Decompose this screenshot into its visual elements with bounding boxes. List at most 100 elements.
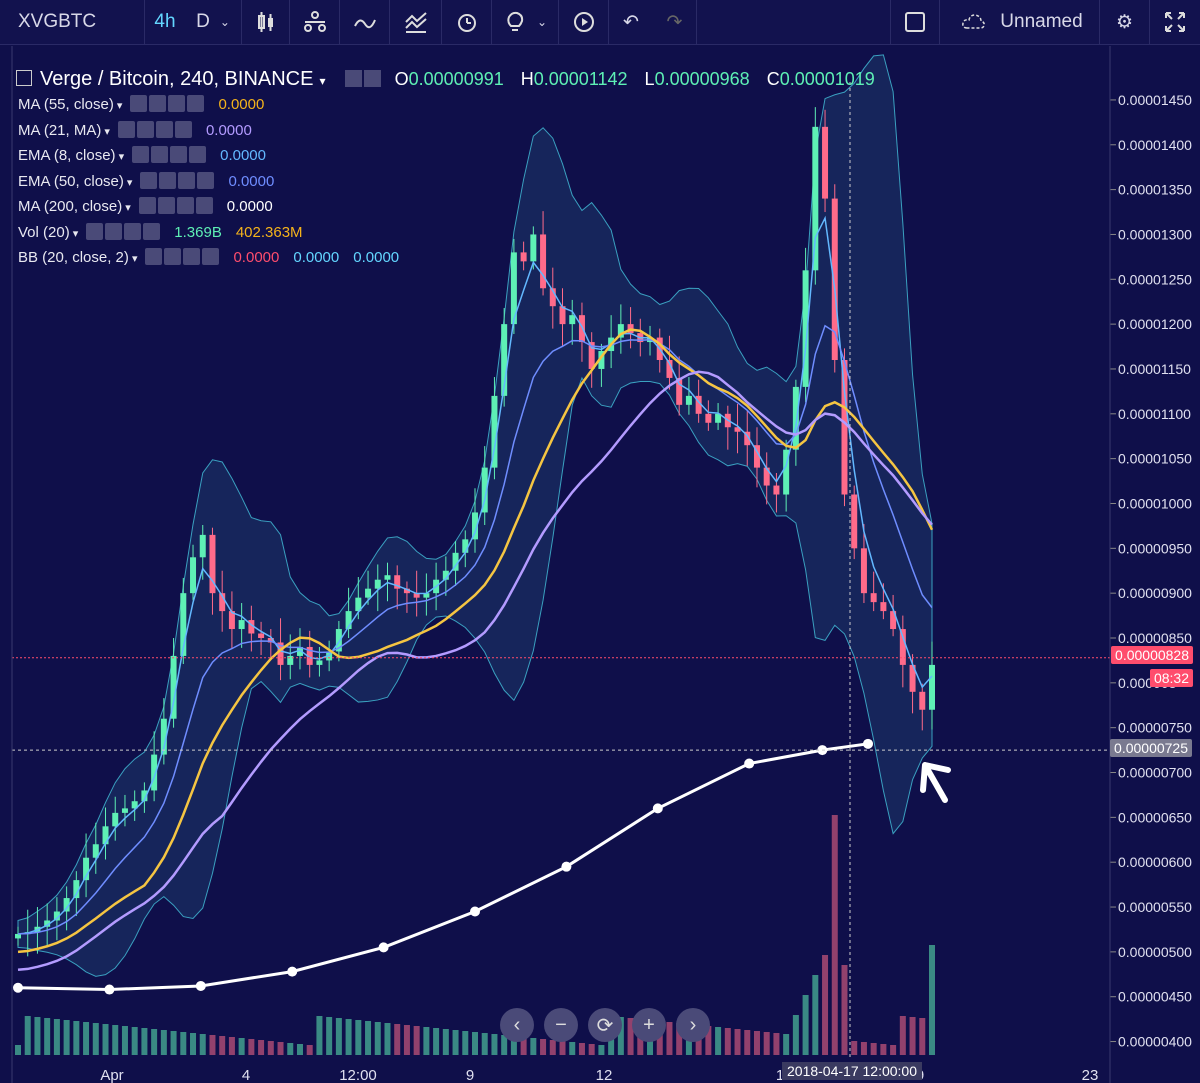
volume-bar [831,815,838,1055]
candle-body [812,126,819,271]
chevron-down-icon[interactable]: ▾ [101,125,110,138]
indicator-legend-row[interactable]: EMA (8, close) ▾ 0.0000 [18,146,276,164]
plus-icon[interactable] [178,171,196,189]
indicator-legend-row[interactable]: MA (200, close) ▾ 0.0000 [18,197,283,215]
candle-body [880,602,887,612]
close-icon[interactable] [174,120,192,138]
chevron-down-icon[interactable]: ▾ [128,253,138,265]
ema-50-line [17,324,933,935]
expand-icon[interactable] [1150,0,1200,44]
plus-icon[interactable] [124,222,142,240]
indicators-icon[interactable] [340,0,390,44]
templates-icon[interactable] [390,0,442,44]
indicator-buttons[interactable] [140,171,216,190]
zoom-in-button[interactable]: + [632,1008,666,1042]
save-layout-button[interactable]: Unnamed [940,0,1100,44]
scroll-right-button[interactable]: › [676,1008,710,1042]
eye-icon[interactable] [145,248,163,265]
indicator-buttons[interactable] [86,222,162,241]
indicator-legend-row[interactable]: MA (21, MA) ▾ 0.0000 [18,120,262,139]
plus-icon[interactable] [170,146,188,163]
gear-icon[interactable] [164,248,182,265]
close-icon[interactable] [143,222,161,240]
indicator-buttons[interactable] [132,146,208,164]
candles-icon[interactable] [242,0,290,44]
chevron-down-icon[interactable]: ▾ [69,227,79,240]
title-buttons[interactable] [345,68,382,90]
gear-icon[interactable] [159,171,177,189]
indicator-buttons[interactable] [117,120,194,139]
scroll-left-button[interactable]: ‹ [500,1008,534,1042]
indicator-legend-row[interactable]: EMA (50, close) ▾ 0.0000 [18,171,284,190]
candle-body [228,611,235,630]
candle-body [705,413,712,423]
candle-body [598,351,605,369]
eye-icon[interactable] [132,146,150,163]
plus-icon[interactable] [168,95,186,112]
volume-bar [190,1033,197,1055]
chevron-down-icon[interactable]: ▾ [122,202,131,214]
close-icon[interactable] [189,146,207,163]
gear-icon[interactable] [364,70,382,87]
candle-body [841,360,848,495]
chevron-down-icon[interactable]: ▾ [113,100,123,112]
indicator-buttons[interactable] [138,197,215,215]
plus-icon[interactable] [155,120,173,138]
interval-d[interactable]: D ⌄ [185,0,242,44]
x-tick-label: Apr [100,1067,123,1083]
plus-icon[interactable] [183,248,201,265]
chart-title: Verge / Bitcoin, 240, BINANCE ▾ O0.000009… [16,68,887,91]
indicator-name: MA (21, MA) [18,121,102,139]
x-tick-label: 1 [776,1067,784,1083]
close-icon[interactable] [197,171,215,189]
alert-clock-icon[interactable] [442,0,492,44]
gear-icon[interactable] [136,120,154,138]
symbol-search[interactable]: XVGBTC [0,0,145,44]
volume-bar [335,1018,342,1055]
close-icon[interactable] [202,248,220,265]
redo-icon[interactable]: ↷ [653,0,697,44]
arrow-annotation [920,762,951,803]
ma-200-dot [652,803,663,814]
indicator-legend-row[interactable]: BB (20, close, 2) ▾ 0.0000 0.0000 0.0000 [18,248,409,266]
eye-icon[interactable] [138,197,156,214]
eye-icon[interactable] [140,171,158,189]
ideas-bulb-icon[interactable]: ⌄ [492,0,559,44]
volume-bar [744,1030,751,1055]
chevron-down-icon[interactable]: ▾ [123,176,133,189]
close-icon[interactable] [195,197,213,214]
c-label: C [766,69,780,89]
volume-bar [180,1032,187,1055]
undo-icon[interactable]: ↶ [623,11,639,33]
plus-icon[interactable] [176,197,194,214]
eye-icon[interactable] [345,70,363,87]
gear-icon[interactable] [105,222,123,240]
chevron-down-icon[interactable]: ▾ [115,151,125,163]
indicator-buttons[interactable] [130,95,206,113]
gear-icon[interactable] [151,146,169,163]
interval-4h[interactable]: 4h [145,0,185,44]
eye-icon[interactable] [86,222,104,240]
gear-icon[interactable] [149,95,167,112]
close-icon[interactable] [187,95,205,112]
eye-icon[interactable] [130,95,148,112]
eye-icon[interactable] [117,120,135,138]
chevron-down-icon[interactable]: ▾ [319,74,326,88]
replay-icon[interactable] [559,0,609,44]
indicator-legend-row[interactable]: MA (55, close) ▾ 0.0000 [18,95,274,113]
indicator-buttons[interactable] [145,248,221,266]
close-value: 0.00001019 [779,69,875,89]
indicator-legend-row[interactable]: Vol (20) ▾ 1.369B 402.363M [18,222,313,241]
gear-icon[interactable] [157,197,175,214]
fullscreen-square-icon[interactable] [890,0,940,44]
candle-body [423,593,430,598]
reset-button[interactable]: ⟳ [588,1008,622,1042]
collapse-icon[interactable] [16,70,32,86]
settings-gear-icon[interactable]: ⚙ [1100,0,1150,44]
volume-bar [569,1042,576,1055]
compare-icon[interactable] [290,0,340,44]
volume-bar [15,1045,21,1055]
volume-bar [83,1022,90,1055]
zoom-out-button[interactable]: − [544,1008,578,1042]
